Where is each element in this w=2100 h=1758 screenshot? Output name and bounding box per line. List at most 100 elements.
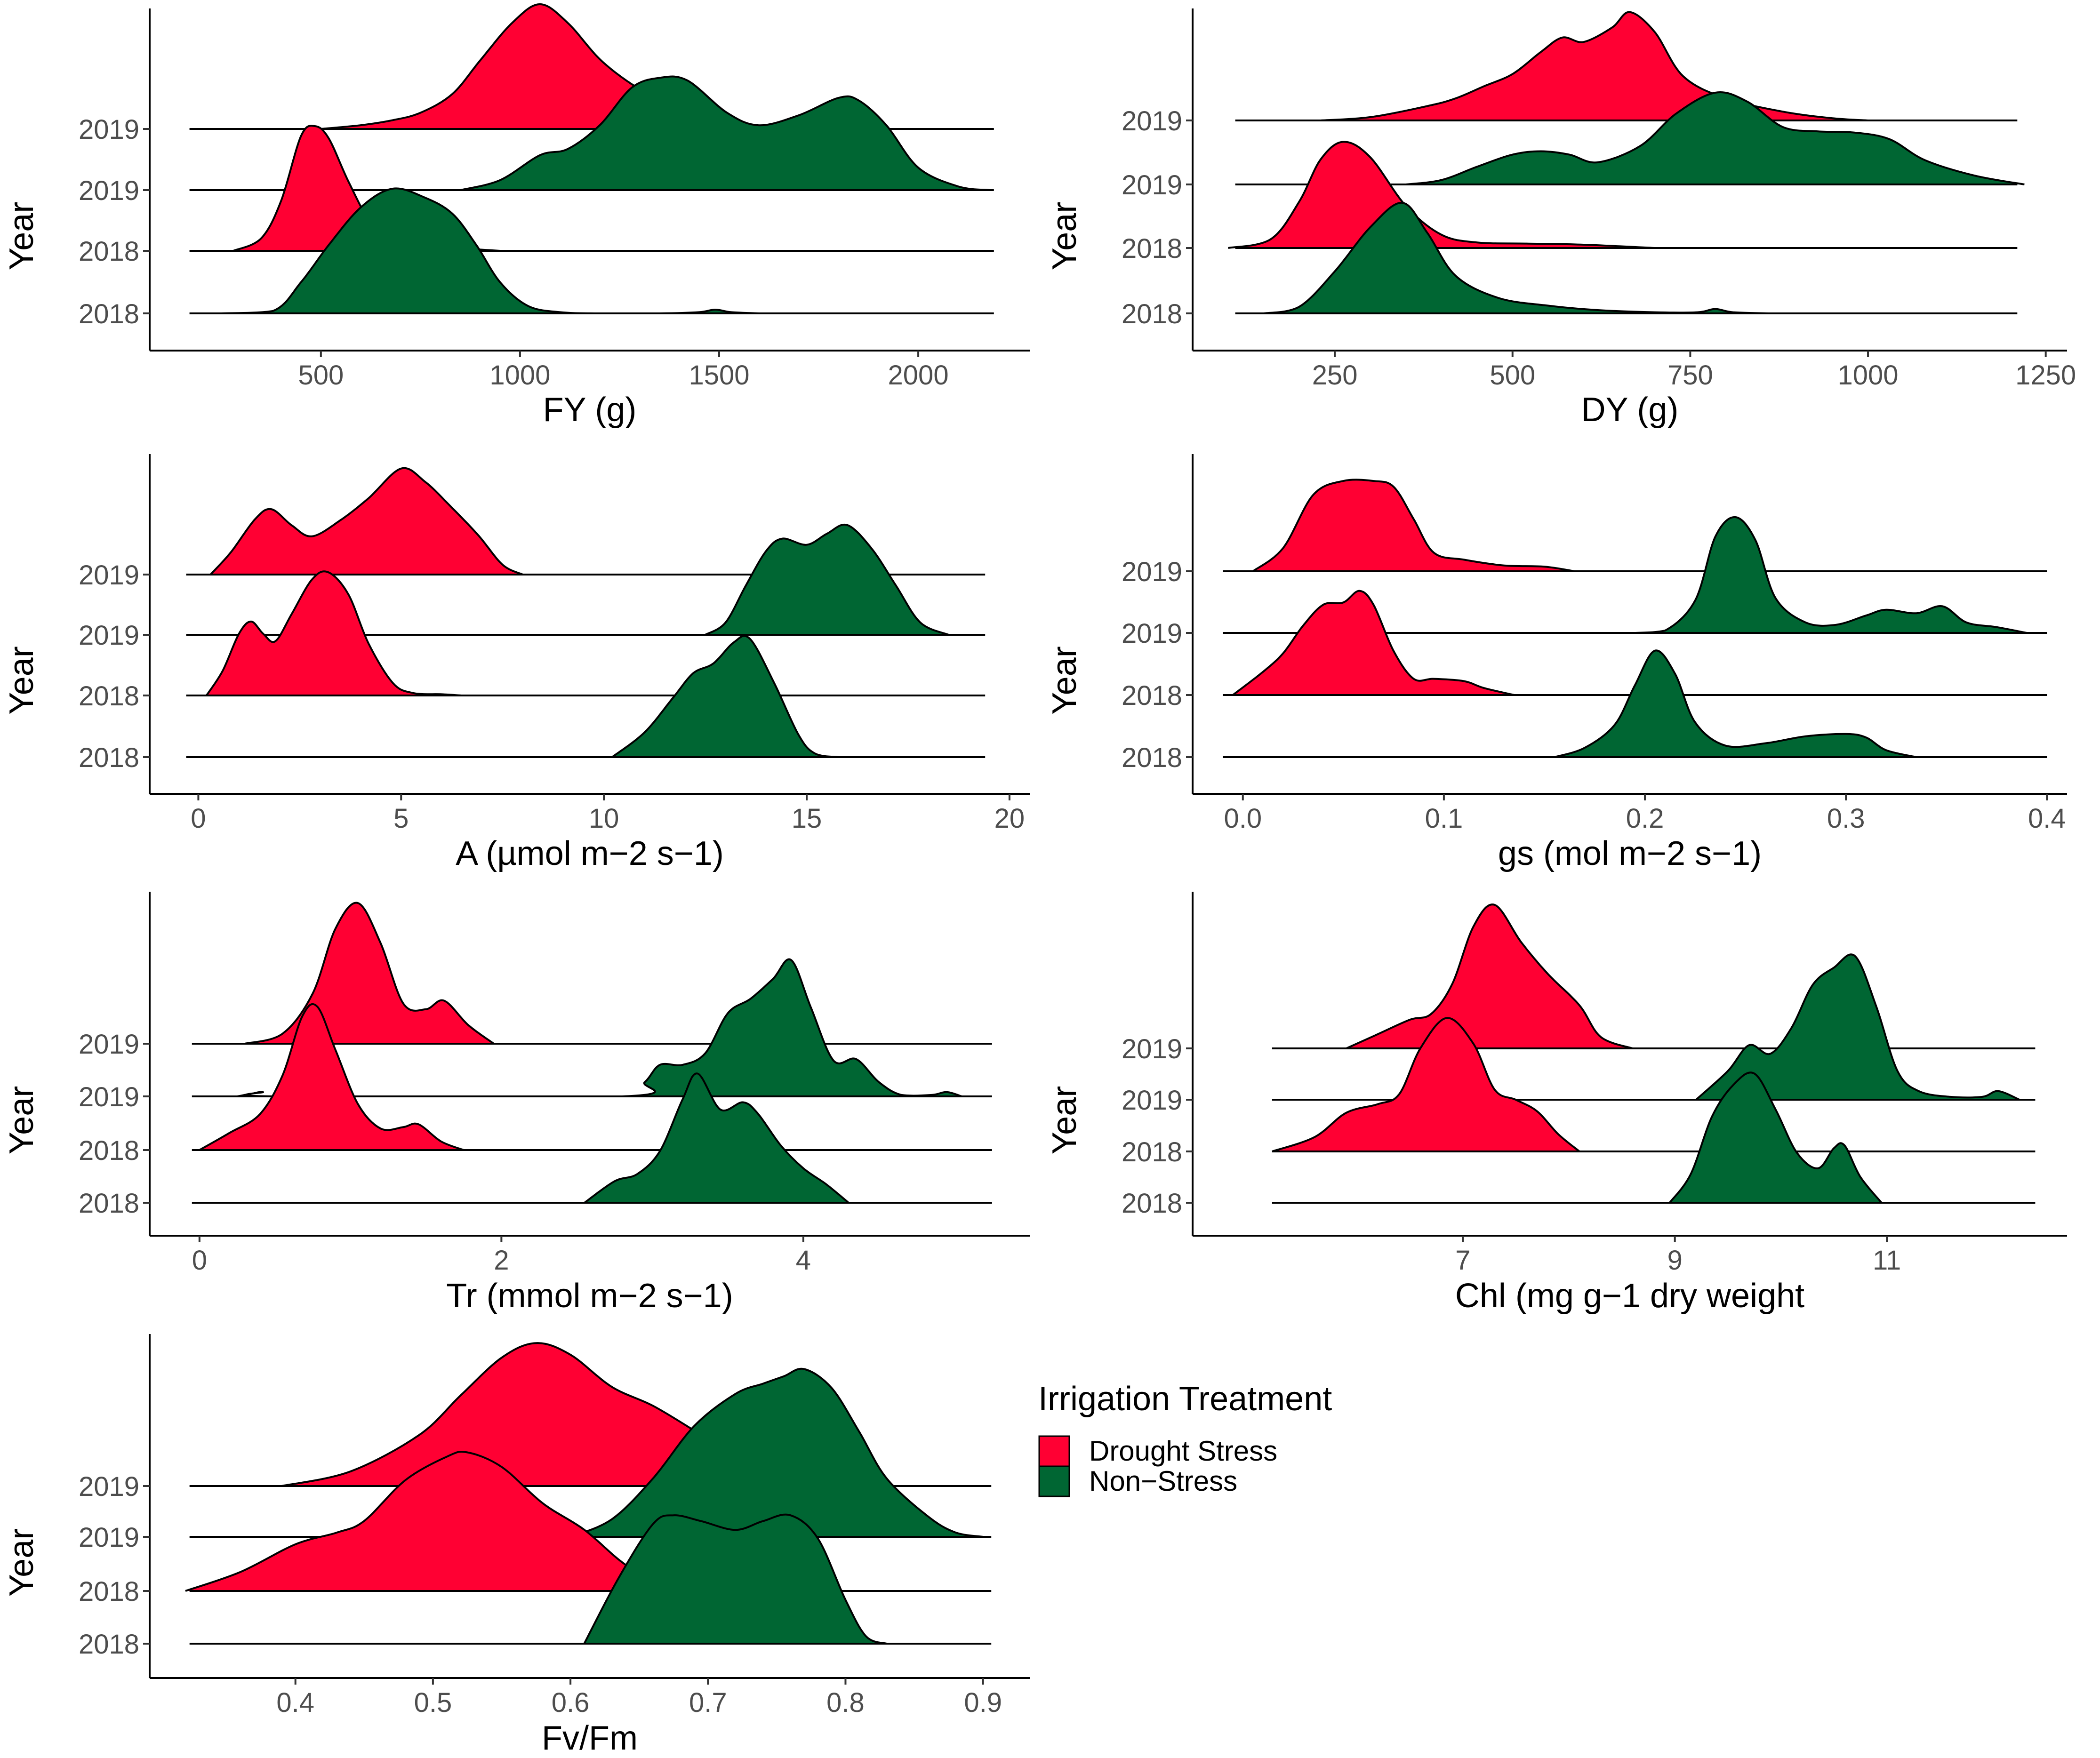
ridge-fill bbox=[199, 1004, 464, 1150]
x-tick-label: 500 bbox=[1490, 360, 1535, 391]
ridge-outline bbox=[205, 570, 462, 696]
x-axis-title: DY (g) bbox=[1581, 391, 1679, 429]
ridge-outline bbox=[570, 1367, 984, 1538]
ridge-fill bbox=[1272, 1018, 1579, 1151]
y-tick-label: 2019 bbox=[79, 176, 139, 206]
y-tick-label: 2019 bbox=[79, 620, 139, 651]
y-tick-label: 2018 bbox=[1122, 1137, 1182, 1167]
ridge-outline bbox=[244, 902, 495, 1045]
ridge-fill bbox=[1253, 479, 1575, 571]
ridge-fill bbox=[612, 636, 839, 757]
ridge-outline bbox=[1635, 516, 2027, 634]
x-tick-label: 250 bbox=[1312, 360, 1358, 391]
ridge-fill bbox=[1696, 954, 2020, 1100]
ridge-fill bbox=[1228, 142, 1655, 248]
ridge-outline bbox=[1232, 590, 1515, 696]
ridge-outline bbox=[705, 523, 949, 636]
panel-7: 2018 2018 2019 2019 0.4 0.5 0.6 0.7 0.8 0.9 Fv/Fm Y… bbox=[3, 1334, 1030, 1757]
ridge-outline bbox=[583, 1513, 887, 1645]
y-axis-title: Year bbox=[3, 1086, 40, 1154]
ridge-2018-drought bbox=[192, 1003, 992, 1151]
ridge-outline bbox=[221, 187, 759, 315]
y-tick-label: 2018 bbox=[1122, 743, 1182, 773]
ridge-outline bbox=[1346, 903, 1633, 1049]
ridge-outline bbox=[1272, 1017, 1580, 1152]
y-tick-label: 2019 bbox=[1122, 618, 1182, 649]
x-tick-label: 1500 bbox=[689, 360, 749, 391]
y-axis-title: Year bbox=[3, 202, 40, 270]
x-tick-label: 0 bbox=[192, 1245, 207, 1276]
y-tick-label: 2018 bbox=[1122, 1188, 1182, 1219]
x-axis-title: A (µmol m−2 s−1) bbox=[456, 835, 724, 872]
y-tick-label: 2018 bbox=[79, 743, 139, 773]
y-tick-label: 2019 bbox=[79, 560, 139, 591]
ridge-fill bbox=[185, 1452, 695, 1591]
x-tick-label: 0.2 bbox=[1626, 803, 1664, 834]
panel-2: 2018 2018 2019 2019 250 500 750 1000 1250 DY (g) Y… bbox=[1046, 8, 2076, 429]
x-tick-label: 750 bbox=[1667, 360, 1713, 391]
panel-3: 2018 2018 2019 2019 0 5 10 15 20 A (µmol m−2 s−1)… bbox=[3, 454, 1030, 872]
y-tick-label: 2019 bbox=[1122, 170, 1182, 200]
ridge-outline bbox=[209, 467, 523, 575]
x-tick-label: 9 bbox=[1667, 1245, 1683, 1276]
x-axis-title: gs (mol m−2 s−1) bbox=[1498, 835, 1762, 872]
y-tick-label: 2018 bbox=[79, 236, 139, 267]
ridge-outline bbox=[584, 1072, 850, 1204]
legend-swatch-nonstress bbox=[1038, 1465, 1070, 1497]
ridge-fill bbox=[237, 959, 962, 1096]
y-tick-label: 2019 bbox=[1122, 1034, 1182, 1064]
ridge-outline bbox=[611, 635, 840, 758]
ridge-outline bbox=[460, 75, 990, 191]
panel-4: 2018 2018 2019 2019 0.0 0.1 0.2 0.3 0.4 gs (mol m… bbox=[1046, 454, 2067, 872]
ridge-outline bbox=[1228, 141, 1655, 249]
y-tick-label: 2018 bbox=[79, 1576, 139, 1607]
y-axis-title: Year bbox=[1046, 646, 1083, 714]
y-tick-label: 2019 bbox=[79, 114, 139, 145]
ridge-2018-non-stress bbox=[189, 1513, 992, 1645]
ridge-2018-non-stress bbox=[1235, 201, 2018, 314]
y-axis-title: Year bbox=[3, 646, 40, 714]
ridge-fill bbox=[281, 1343, 777, 1486]
ridge-fill bbox=[570, 1368, 983, 1537]
ridge-2018-drought bbox=[1272, 1017, 2036, 1152]
ridge-fill bbox=[210, 468, 523, 575]
y-axis-title: Year bbox=[1046, 202, 1083, 270]
x-tick-label: 0.8 bbox=[826, 1687, 865, 1718]
legend: Irrigation Treatment Drought Stress Non−… bbox=[1038, 1380, 1332, 1497]
ridge-fill bbox=[584, 1073, 849, 1203]
y-tick-label: 2019 bbox=[1122, 557, 1182, 587]
x-tick-label: 0.9 bbox=[964, 1687, 1002, 1718]
x-tick-label: 0 bbox=[191, 803, 206, 834]
x-axis-title: FY (g) bbox=[543, 391, 637, 429]
x-tick-label: 7 bbox=[1455, 1245, 1470, 1276]
ridge-fill bbox=[460, 76, 990, 190]
ridge-2018-drought bbox=[186, 570, 986, 696]
ridge-2018-drought bbox=[185, 1451, 992, 1592]
x-tick-label: 0.4 bbox=[276, 1687, 314, 1718]
ridge-2018-non-stress bbox=[192, 1072, 992, 1204]
x-tick-label: 500 bbox=[298, 360, 344, 391]
y-tick-label: 2019 bbox=[79, 1082, 139, 1112]
x-tick-label: 10 bbox=[589, 803, 619, 834]
y-tick-label: 2018 bbox=[79, 681, 139, 711]
panel-6: 2018 2018 2019 2019 7 9 11 Chl (mg g−1 dry weig… bbox=[1046, 892, 2067, 1315]
x-tick-label: 0.7 bbox=[689, 1687, 727, 1718]
y-tick-label: 2019 bbox=[79, 1471, 139, 1502]
y-tick-label: 2019 bbox=[79, 1029, 139, 1060]
legend-swatch-drought bbox=[1038, 1435, 1070, 1467]
x-tick-label: 1000 bbox=[1838, 360, 1899, 391]
x-tick-label: 0.3 bbox=[1827, 803, 1865, 834]
x-axis-title: Chl (mg g−1 dry weight bbox=[1455, 1277, 1804, 1315]
x-tick-label: 0.0 bbox=[1224, 803, 1262, 834]
x-tick-label: 0.1 bbox=[1425, 803, 1463, 834]
ridge-2018-non-stress bbox=[186, 635, 986, 758]
ridge-outline bbox=[1405, 91, 2025, 185]
x-tick-label: 15 bbox=[792, 803, 822, 834]
ridge-fill bbox=[1320, 12, 1868, 120]
ridge-fill bbox=[1346, 904, 1633, 1048]
x-tick-label: 2 bbox=[494, 1245, 509, 1276]
ridge-fill bbox=[206, 571, 462, 695]
y-tick-label: 2018 bbox=[1122, 680, 1182, 711]
